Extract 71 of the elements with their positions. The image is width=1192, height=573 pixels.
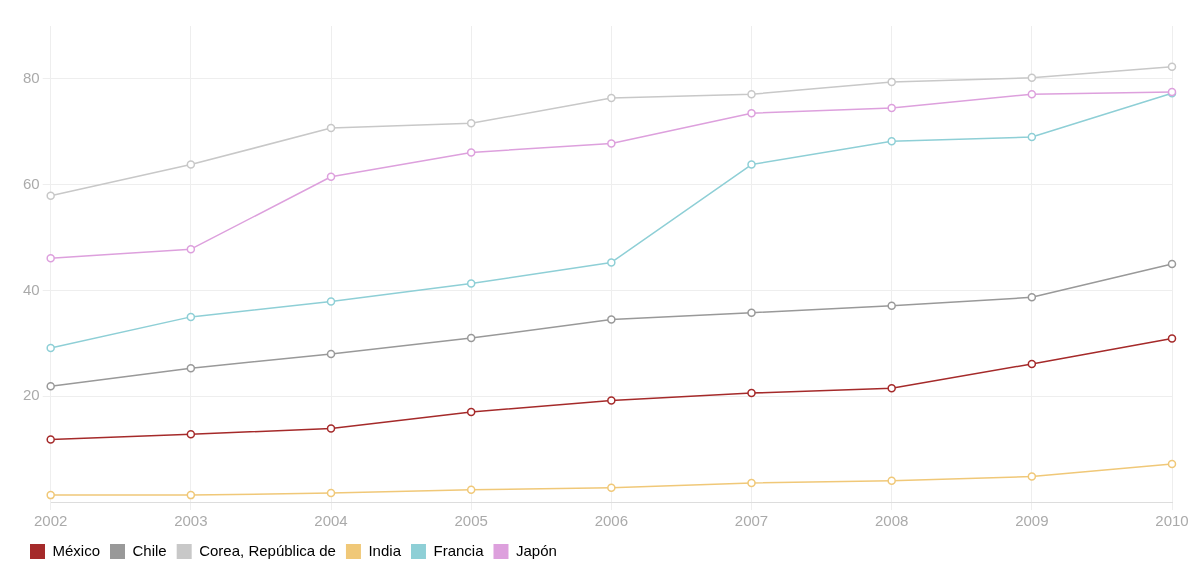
point <box>186 312 196 322</box>
y-tick-label: 60 <box>23 174 40 192</box>
point <box>466 333 476 343</box>
point <box>186 244 196 254</box>
x-tick-label: 2006 <box>594 512 629 530</box>
point <box>326 424 336 433</box>
point <box>887 137 896 146</box>
point <box>186 490 196 500</box>
point <box>1027 73 1037 83</box>
legend-label: Chile <box>132 541 167 559</box>
point <box>747 89 756 99</box>
x-tick-label: 2003 <box>174 512 208 530</box>
point <box>747 388 756 398</box>
point <box>326 349 336 359</box>
point <box>747 308 756 317</box>
point <box>466 119 476 128</box>
x-tick-label: 2004 <box>314 512 348 530</box>
legend-label: Francia <box>433 541 485 559</box>
point <box>607 483 616 492</box>
point <box>46 343 55 353</box>
point <box>466 407 476 417</box>
point <box>747 109 756 118</box>
point <box>1027 293 1037 302</box>
point <box>46 435 55 444</box>
point <box>46 381 55 391</box>
point <box>607 396 616 405</box>
point <box>747 478 756 488</box>
point <box>1167 259 1177 269</box>
point <box>326 297 336 306</box>
point <box>1167 459 1177 469</box>
point <box>1167 62 1177 71</box>
x-tick-label: 2010 <box>1155 512 1189 530</box>
x-tick-label: 2008 <box>874 512 909 530</box>
point <box>186 160 196 169</box>
point <box>186 363 196 373</box>
point <box>1027 132 1037 142</box>
point <box>326 123 336 133</box>
point <box>46 490 55 500</box>
point <box>46 253 55 263</box>
x-tick-label: 2007 <box>734 512 769 530</box>
legend-label: India <box>368 541 402 559</box>
x-tick-label: 2002 <box>34 512 68 530</box>
point <box>326 488 336 498</box>
point <box>887 103 896 113</box>
point <box>887 77 896 87</box>
point <box>1027 472 1037 481</box>
point <box>186 430 196 439</box>
legend-label: México <box>52 541 101 559</box>
point <box>747 160 756 169</box>
point <box>326 172 336 181</box>
point <box>607 139 616 148</box>
point <box>887 476 896 486</box>
y-tick-label: 40 <box>23 280 40 298</box>
point <box>1167 334 1177 343</box>
point <box>466 279 476 288</box>
x-tick-label: 2009 <box>1015 512 1049 530</box>
point <box>607 93 616 103</box>
y-tick-label: 20 <box>23 386 40 404</box>
y-tick-label: 80 <box>23 69 40 87</box>
point <box>607 315 616 324</box>
point <box>466 148 476 157</box>
point <box>1027 89 1037 99</box>
point <box>887 384 896 393</box>
point <box>607 258 616 267</box>
point <box>466 485 476 495</box>
point <box>46 191 55 201</box>
point <box>1027 359 1037 369</box>
x-tick-label: 2005 <box>454 512 488 530</box>
legend-label: Japón <box>515 541 557 559</box>
legend-label: Corea, República de <box>199 541 336 559</box>
point <box>887 301 896 311</box>
